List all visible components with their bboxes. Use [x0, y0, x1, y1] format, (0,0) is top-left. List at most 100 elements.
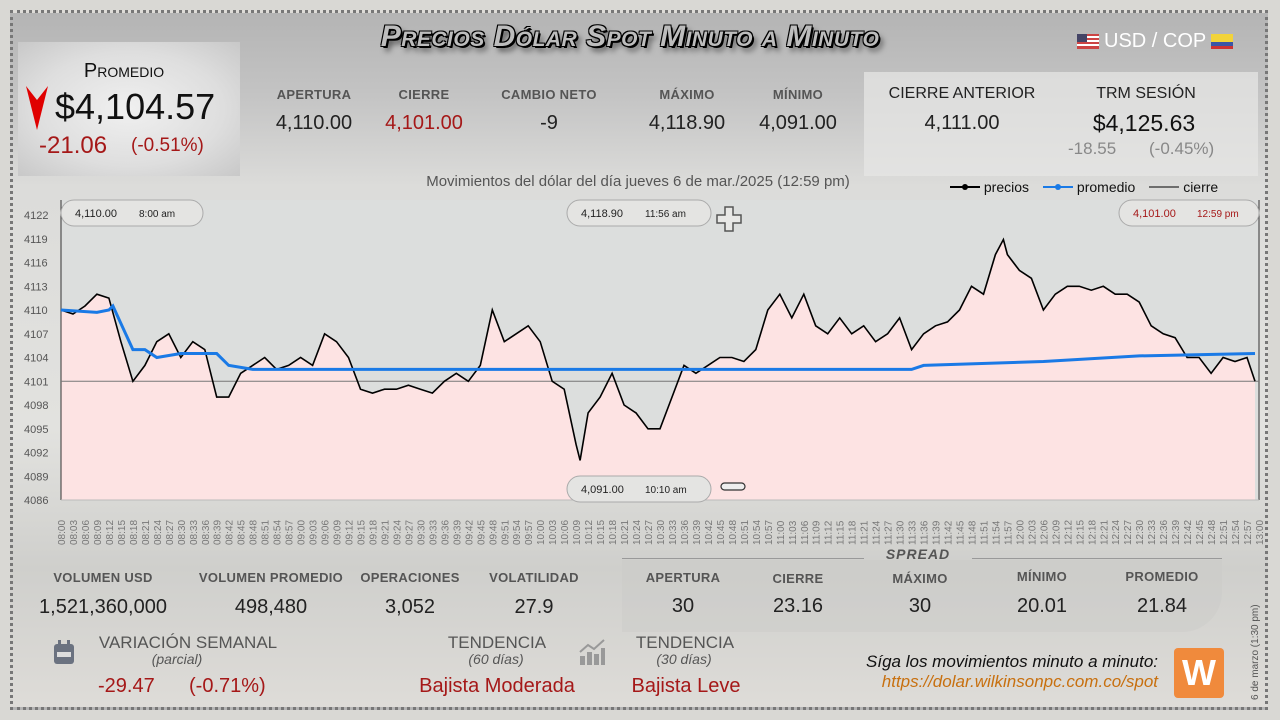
x-tick-label: 08:24 — [153, 520, 164, 545]
stat-label: CIERRE — [398, 87, 450, 102]
volume-stat-value: 3,052 — [384, 596, 436, 618]
x-tick-label: 09:27 — [404, 520, 415, 545]
cierre-anterior-value: 4,111.00 — [924, 112, 1000, 134]
x-tick-label: 09:30 — [416, 520, 427, 545]
annotation-maximo — [566, 199, 712, 227]
x-tick-label: 12:33 — [1147, 520, 1158, 545]
x-tick-label: 08:54 — [273, 520, 284, 545]
x-tick-label: 12:42 — [1183, 520, 1194, 545]
chart-title: Movimientos del dólar del día jueves 6 d… — [426, 173, 850, 190]
x-tick-label: 10:00 — [536, 520, 547, 545]
x-tick-label: 10:54 — [752, 520, 763, 545]
pair-label: USD / COP — [1104, 30, 1207, 52]
x-tick-label: 11:42 — [944, 520, 955, 545]
x-tick-label: 10:45 — [716, 520, 727, 545]
annotation-minimo — [566, 475, 712, 503]
x-tick-label: 12:12 — [1063, 520, 1074, 545]
stat-label: CAMBIO NETO — [501, 87, 597, 102]
x-tick-label: 09:36 — [440, 520, 451, 545]
spread-value: 21.84 — [1136, 595, 1188, 617]
promedio-label: Promedio — [83, 60, 165, 82]
x-tick-label: 10:30 — [656, 520, 667, 545]
x-tick-label: 09:39 — [452, 520, 463, 545]
x-tick-label: 11:09 — [812, 520, 823, 545]
x-tick-label: 11:24 — [872, 520, 883, 545]
x-tick-label: 13:00 — [1255, 520, 1266, 545]
x-tick-label: 12:03 — [1027, 520, 1038, 545]
promedio-line — [60, 303, 1256, 371]
tendencia60-value: Bajista Moderada — [419, 675, 575, 697]
chart-legend: precios promedio cierre — [950, 179, 1218, 195]
x-tick-label: 08:18 — [129, 520, 140, 545]
annotation-time: 11:56 am — [645, 209, 686, 220]
x-tick-label: 10:33 — [668, 520, 679, 545]
y-tick-label: 4101 — [24, 376, 48, 388]
site-link[interactable]: https://dolar.wilkinsonpc.com.co/spot — [881, 672, 1158, 691]
x-tick-label: 09:42 — [464, 520, 475, 545]
tendencia30-label: TENDENCIA — [635, 633, 735, 652]
annotation-value: 4,101.00 — [1133, 208, 1176, 220]
x-tick-label: 09:57 — [524, 520, 535, 545]
x-tick-label: 10:15 — [596, 520, 607, 545]
spread-label: MÁXIMO — [892, 571, 948, 586]
volume-stat-label: OPERACIONES — [360, 570, 460, 585]
price-chart[interactable]: 4122 4119 4116 4113 4110 4107 4104 4101 4098 4095… — [0, 0, 1280, 560]
trm-value: $4,125.63 — [1092, 110, 1196, 136]
promedio-value: $4,104.57 — [55, 86, 216, 127]
x-tick-label: 10:24 — [632, 520, 643, 545]
variacion-value: -29.47 — [98, 675, 155, 697]
x-tick-label: 12:57 — [1243, 520, 1254, 545]
stat-value: 4,110.00 — [275, 112, 353, 134]
colombia-flag-icon — [1211, 34, 1234, 49]
x-tick-label: 11:15 — [836, 520, 847, 545]
x-tick-label: 08:51 — [261, 520, 272, 545]
x-tick-label: 11:36 — [920, 520, 931, 545]
y-tick-label: 4107 — [24, 329, 48, 341]
zoom-out-icon[interactable] — [720, 482, 746, 491]
tendencia60-label: TENDENCIA — [447, 633, 547, 652]
y-tick-label: 4119 — [24, 234, 48, 246]
x-tick-label: 12:00 — [1015, 520, 1026, 545]
tendencia30-sub: (30 días) — [656, 651, 712, 667]
x-tick-label: 11:57 — [1003, 520, 1014, 545]
x-tick-label: 08:21 — [141, 520, 152, 545]
annotation-time: 12:59 pm — [1197, 209, 1239, 220]
x-tick-label: 11:51 — [979, 520, 990, 545]
trm-label: TRM SESIÓN — [1096, 85, 1196, 102]
x-tick-label: 12:30 — [1135, 520, 1146, 545]
x-tick-label: 12:51 — [1219, 520, 1230, 545]
y-tick-label: 4092 — [24, 448, 48, 460]
currency-pair: USD / COP — [1077, 30, 1234, 53]
x-tick-label: 11:45 — [956, 520, 967, 545]
spread-value: 30 — [908, 595, 932, 617]
legend-cierre: cierre — [1149, 179, 1219, 195]
annotation-value: 4,118.90 — [581, 208, 623, 220]
annotation-value: 4,110.00 — [75, 208, 117, 220]
x-tick-label: 08:06 — [81, 520, 92, 545]
volume-stat-value: 498,480 — [234, 596, 308, 618]
x-tick-label: 08:57 — [285, 520, 296, 545]
x-tick-label: 08:30 — [177, 520, 188, 545]
precios-line — [60, 237, 1256, 461]
x-tick-label: 08:45 — [237, 520, 248, 545]
x-tick-label: 10:36 — [680, 520, 691, 545]
volume-stat-value: 27.9 — [514, 596, 554, 618]
down-arrow-icon — [26, 86, 48, 130]
x-tick-label: 11:03 — [788, 520, 799, 545]
promedio-change: -21.06 — [39, 132, 108, 159]
x-tick-label: 10:09 — [572, 520, 583, 545]
x-tick-label: 11:00 — [776, 520, 787, 545]
spread-panel — [622, 560, 1222, 632]
x-tick-label: 10:48 — [728, 520, 739, 545]
x-tick-label: 09:00 — [297, 520, 308, 545]
zoom-in-icon[interactable] — [716, 206, 742, 232]
wilkinson-logo[interactable]: W — [1174, 648, 1224, 698]
volume-stat-value: 1,521,360,000 — [39, 596, 167, 618]
spread-value: 30 — [671, 595, 695, 617]
spread-value: 23.16 — [772, 595, 824, 617]
x-tick-label: 10:51 — [740, 520, 751, 545]
spread-label: CIERRE — [772, 571, 824, 586]
legend-precios: precios — [950, 179, 1029, 195]
promedio-change-pct: (-0.51%) — [131, 135, 204, 156]
annotation-value: 4,091.00 — [581, 484, 624, 496]
